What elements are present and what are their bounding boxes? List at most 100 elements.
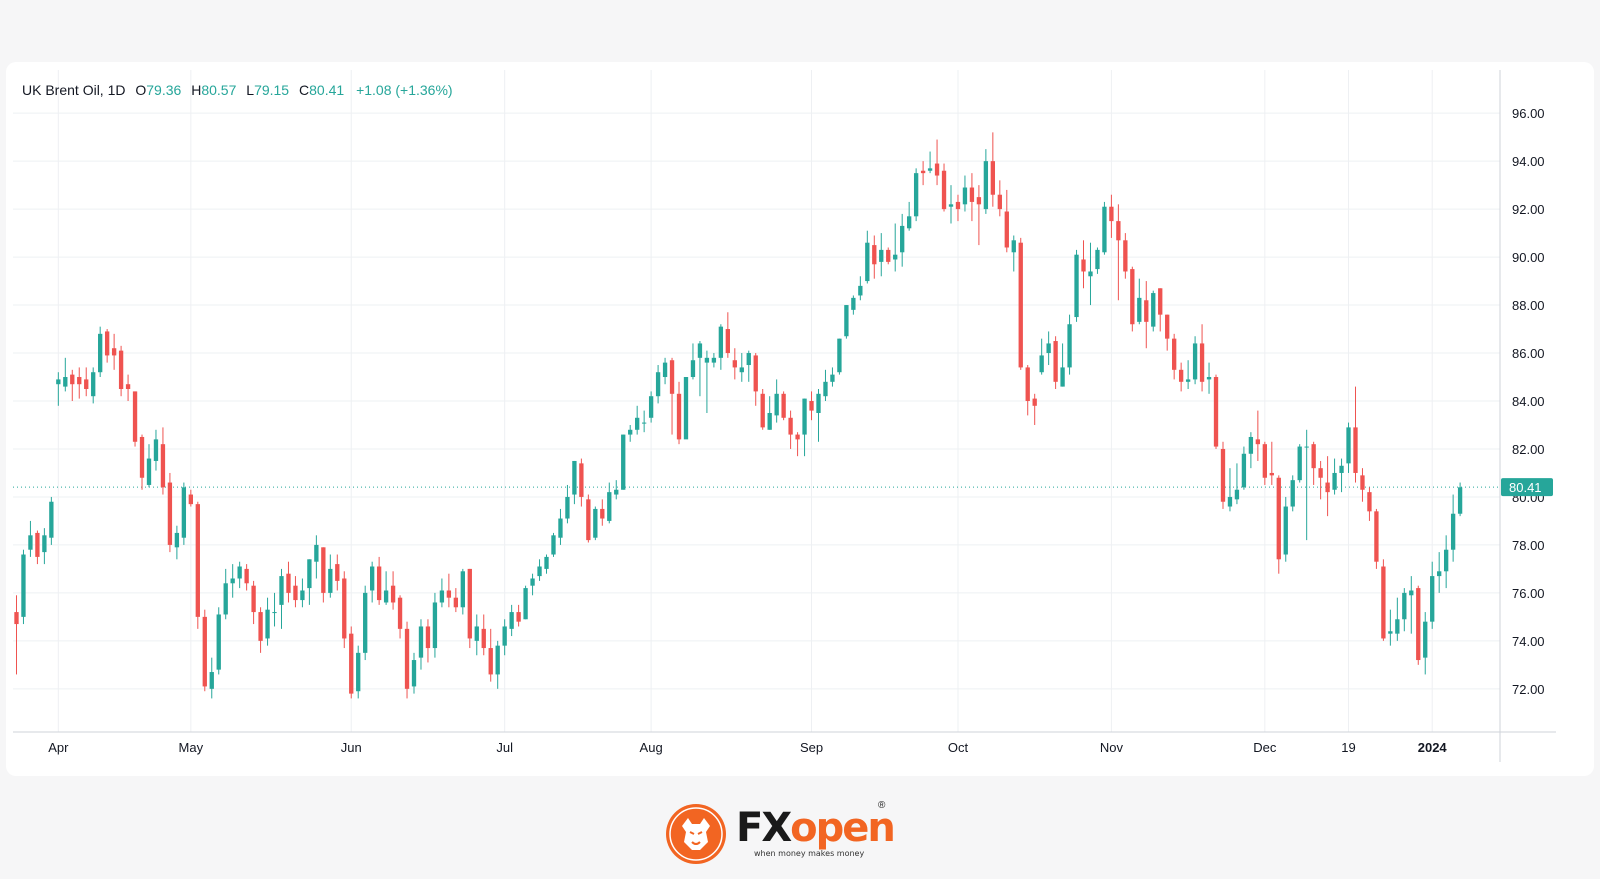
candle-body xyxy=(314,544,319,562)
candle-body xyxy=(356,652,361,692)
candle xyxy=(202,609,207,692)
candle xyxy=(321,547,326,603)
candle xyxy=(969,173,975,222)
candle xyxy=(1325,456,1330,517)
candle-body xyxy=(502,626,507,646)
candle xyxy=(1053,336,1058,390)
candle xyxy=(1088,242,1093,306)
candle xyxy=(1443,535,1449,589)
candle xyxy=(1346,422,1351,473)
candle xyxy=(662,357,668,385)
candle-body xyxy=(474,626,479,641)
chart-panel: 72.00 74.00 76.00 78.00 80.00 82.00 84.00 86.00… xyxy=(6,62,1594,776)
candle-body xyxy=(1255,439,1261,445)
candle xyxy=(1360,468,1365,502)
candle-body xyxy=(1395,619,1400,634)
candle xyxy=(98,326,103,378)
candle xyxy=(49,496,54,545)
candle-body xyxy=(628,429,633,435)
candle xyxy=(872,235,877,279)
candle-body xyxy=(1290,480,1295,507)
candle xyxy=(453,588,459,613)
close-value: 80.41 xyxy=(309,82,345,98)
candle-body xyxy=(118,350,124,390)
candle xyxy=(70,369,75,401)
candle xyxy=(265,597,270,646)
candle xyxy=(830,367,835,387)
candle xyxy=(432,592,438,658)
candle-body xyxy=(1409,590,1414,596)
candle xyxy=(955,194,961,222)
candle xyxy=(837,338,842,375)
candle-body xyxy=(1318,468,1323,478)
y-tick-label: 90.00 xyxy=(1512,250,1545,265)
candle-body xyxy=(1450,513,1456,550)
candle-body xyxy=(641,422,647,424)
candle xyxy=(111,333,117,370)
candle-body xyxy=(1325,482,1330,493)
candle xyxy=(600,499,605,526)
candle-body xyxy=(49,501,54,538)
candle xyxy=(1409,576,1414,634)
candle xyxy=(1374,508,1379,569)
x-tick-label: 19 xyxy=(1341,740,1355,755)
candle xyxy=(1109,194,1114,238)
candle xyxy=(1388,609,1393,646)
candle xyxy=(63,357,68,392)
candle xyxy=(704,350,710,413)
candle xyxy=(1220,441,1226,509)
candle-body xyxy=(1109,206,1114,222)
candle xyxy=(1130,266,1135,332)
candle xyxy=(767,396,772,430)
candle-body xyxy=(983,161,989,210)
candle xyxy=(244,564,249,591)
candle-body xyxy=(35,532,40,557)
candle xyxy=(1095,247,1100,274)
candle xyxy=(844,305,849,339)
candle-body xyxy=(84,379,89,390)
candle-body xyxy=(397,597,403,629)
candle-body xyxy=(1199,343,1205,382)
candle xyxy=(1332,458,1337,495)
candle xyxy=(42,528,47,565)
candle xyxy=(1011,235,1016,272)
candle xyxy=(865,230,870,284)
candle-body xyxy=(586,499,591,541)
candle-body xyxy=(376,566,382,601)
candle-body xyxy=(425,626,431,649)
candle-body xyxy=(383,590,389,603)
candle xyxy=(558,508,563,545)
candle xyxy=(1199,324,1205,392)
candle xyxy=(551,532,556,557)
candle xyxy=(1318,460,1323,500)
candle-body xyxy=(14,612,19,625)
candle xyxy=(530,573,535,596)
candle-body xyxy=(1227,496,1233,507)
candle-body xyxy=(1004,211,1009,248)
x-tick-label: Dec xyxy=(1253,740,1277,755)
y-tick-label: 92.00 xyxy=(1512,202,1545,217)
candle xyxy=(369,561,375,603)
brand-fx: FX xyxy=(736,805,792,851)
candle xyxy=(1213,374,1219,449)
candle xyxy=(376,556,382,605)
candle xyxy=(718,324,724,370)
candle-body xyxy=(1443,549,1449,572)
x-tick-label: Jun xyxy=(341,740,362,755)
candle-body xyxy=(1018,242,1023,368)
candle xyxy=(272,592,277,627)
candle xyxy=(927,151,933,174)
candle-body xyxy=(900,225,905,253)
candle-body xyxy=(237,566,242,579)
candlestick-chart[interactable]: 72.0074.0076.0078.0080.0082.0084.0086.00… xyxy=(6,62,1594,776)
candle-body xyxy=(1269,472,1274,476)
candle-body xyxy=(635,417,640,430)
x-tick-label: Oct xyxy=(948,740,969,755)
candle xyxy=(1172,333,1177,380)
candle xyxy=(1248,432,1254,469)
candle-body xyxy=(1165,314,1170,339)
candle-body xyxy=(1457,487,1463,514)
candle xyxy=(195,501,200,629)
candle xyxy=(1416,585,1421,665)
candle-body xyxy=(1172,338,1177,370)
